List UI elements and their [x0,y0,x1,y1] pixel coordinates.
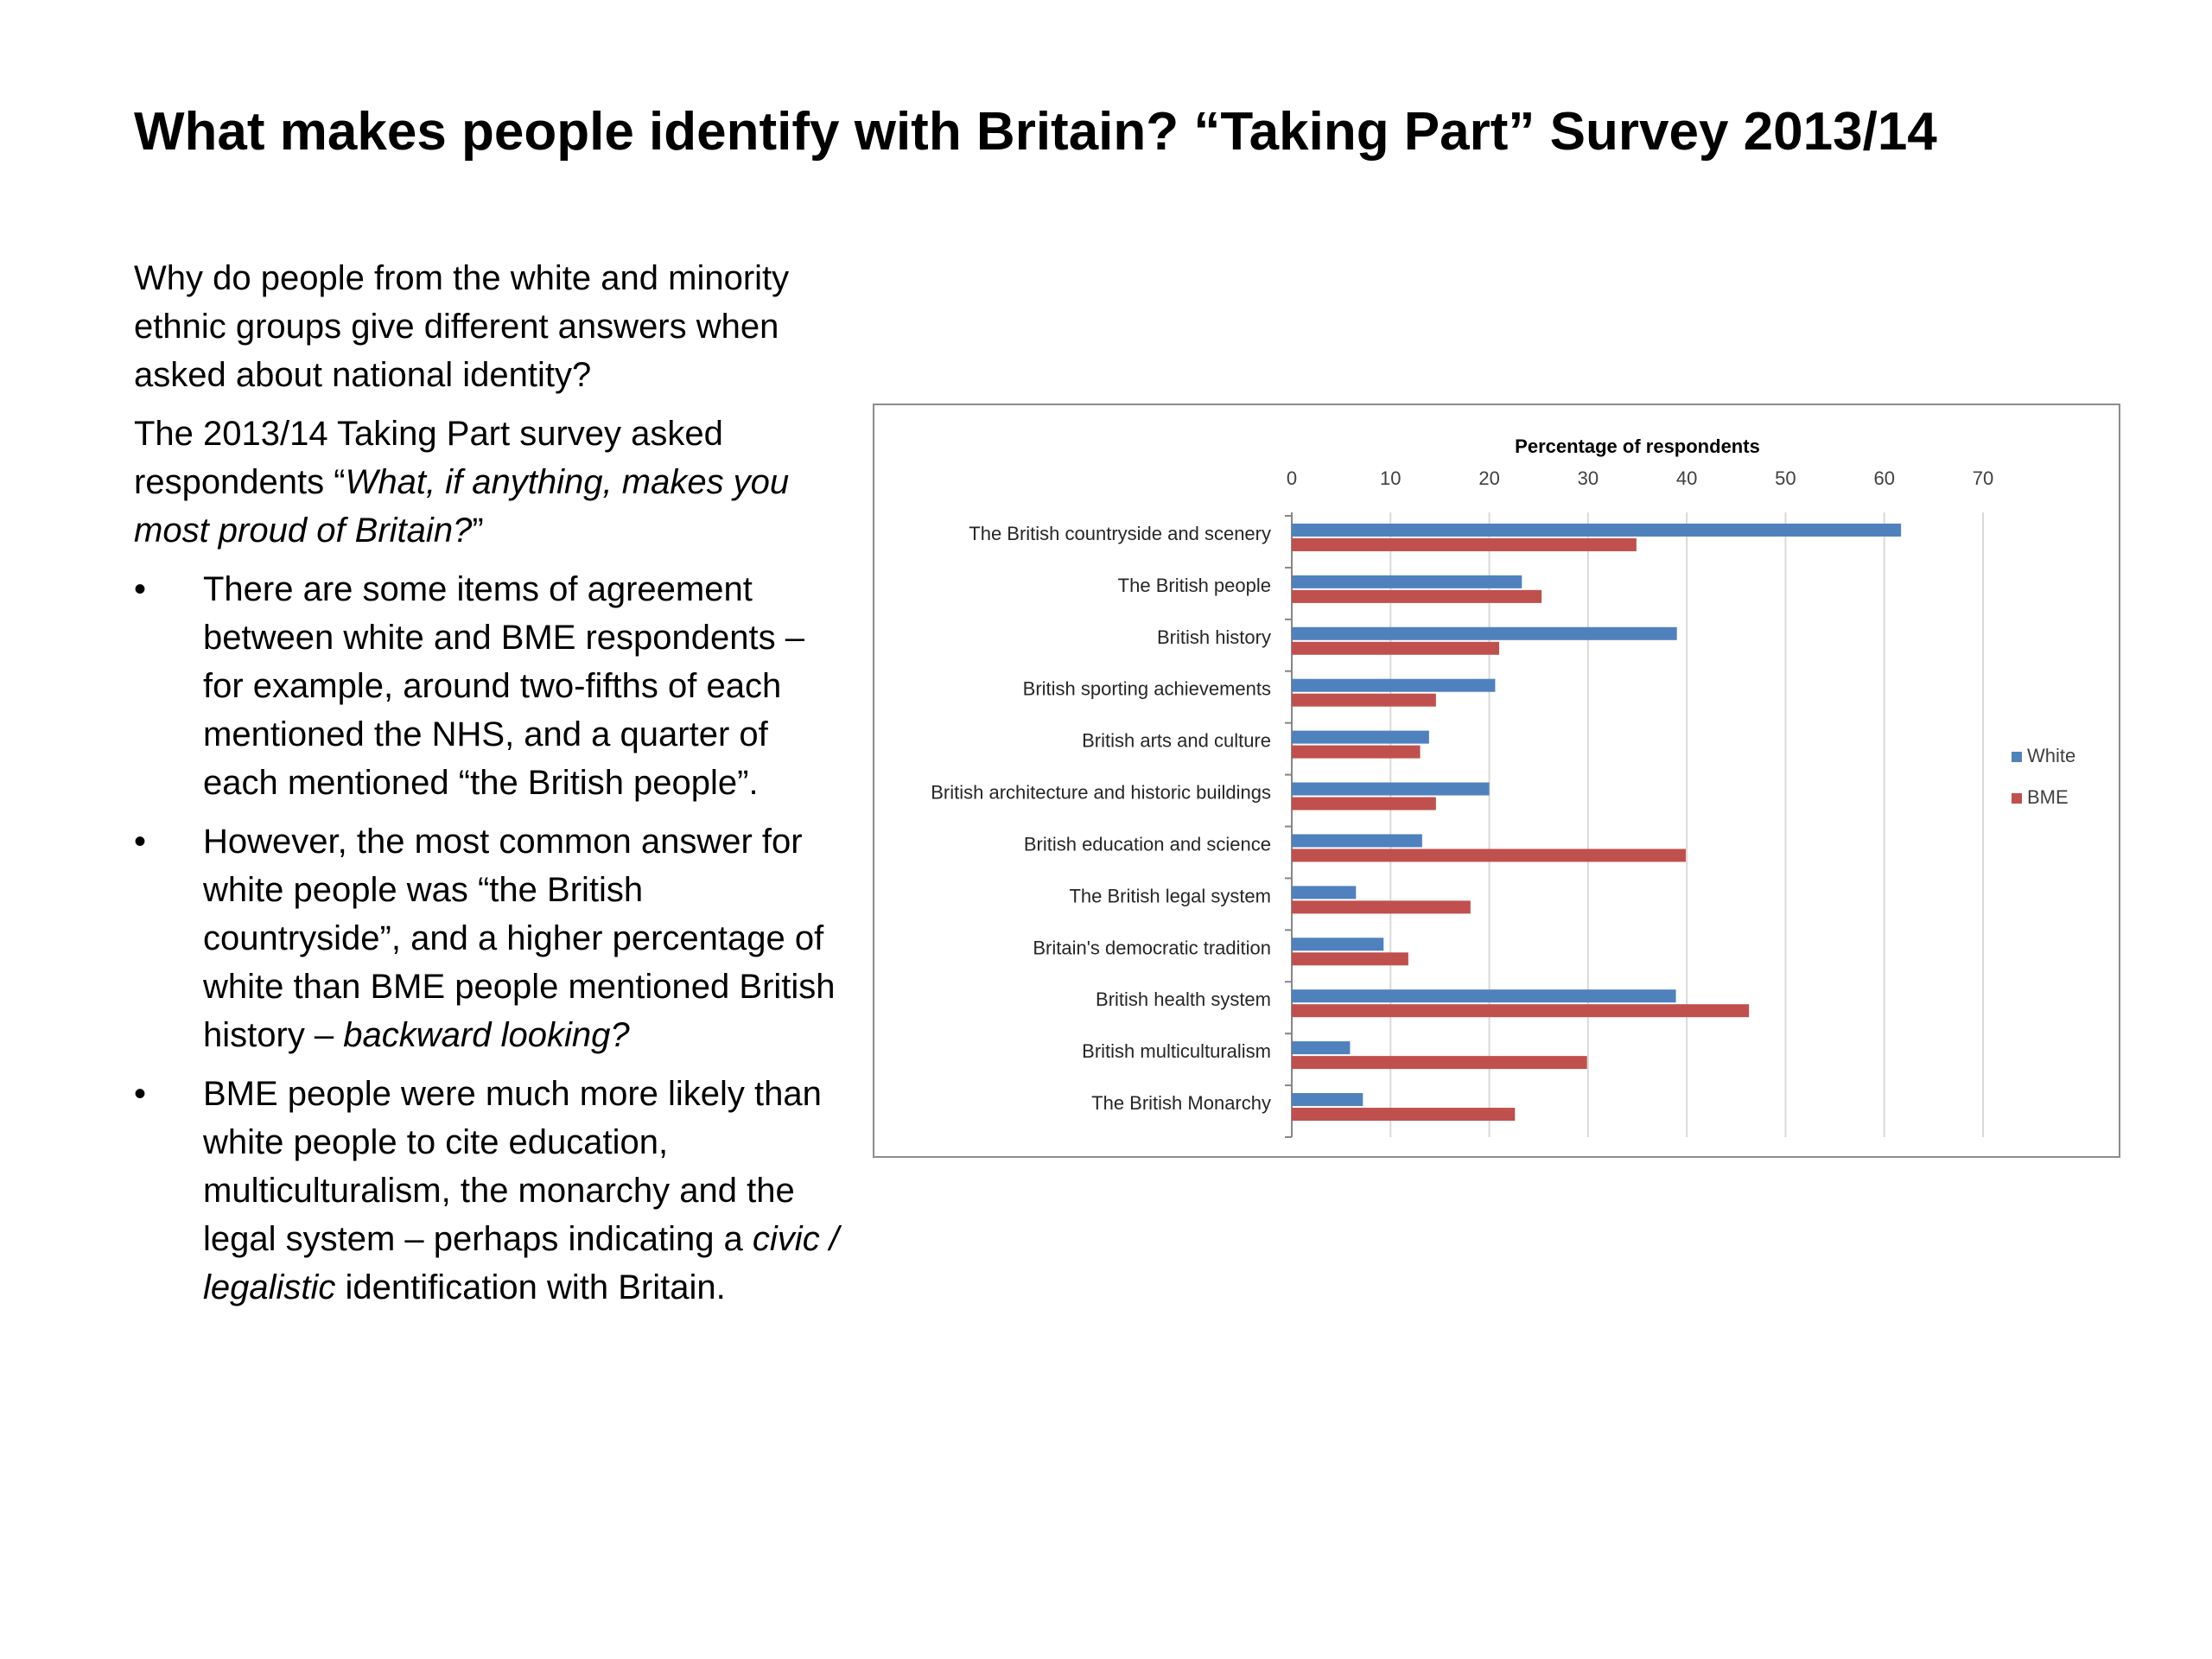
bullet-italic: civic / legalistic [203,1220,839,1306]
category-label: The British Monarchy [1091,1092,1271,1114]
category-label: British architecture and historic buildi… [931,782,1271,804]
bar-bme [1292,1004,1750,1018]
x-tick-label: 20 [1478,467,1499,489]
bullet-text-end: identification with Britain. [335,1268,726,1306]
bar-bme [1292,693,1436,707]
bar-bme [1292,900,1471,914]
bar-white [1292,575,1522,588]
body-text: Why do people from the white and minorit… [134,254,842,1322]
x-tick-label: 40 [1676,467,1697,489]
category-label: The British legal system [1069,885,1271,906]
x-axis-title: Percentage of respondents [1515,435,1760,457]
x-tick-label: 0 [1287,467,1297,489]
chart-frame: 0 10 20 30 40 50 60 70 Percentage of respondents… [873,404,2120,1158]
bar-white [1292,730,1429,744]
legend-swatch-white [2012,752,2022,762]
bar-bme [1292,952,1408,966]
legend-label: White [2027,745,2075,766]
bar-bme [1292,641,1499,655]
bar-white [1292,678,1496,692]
x-tick-label: 10 [1380,467,1401,489]
x-tick-label: 50 [1775,467,1796,489]
bar-white [1292,989,1676,1003]
bar-bme [1292,1056,1587,1070]
bar-chart: 0 10 20 30 40 50 60 70 Percentage of respondents… [931,435,2075,1138]
bar-white [1292,834,1422,848]
bullet-list: • There are some items of agreement betw… [134,565,842,1312]
bullet-text: There are some items of agreement betwee… [203,570,804,802]
bar-white [1292,886,1357,899]
category-label: Britain's democratic tradition [1033,937,1271,958]
bar-white [1292,938,1384,951]
category-label: British history [1157,626,1271,648]
legend-swatch-bme [2012,793,2022,804]
bar-bme [1292,537,1637,551]
category-label: British health system [1096,988,1271,1010]
bullet-text: BME people were much more likely than wh… [203,1075,822,1258]
slide-title: What makes people identify with Britain?… [134,102,1937,162]
bullet-marker: • [134,570,147,608]
survey-description: The 2013/14 Taking Part survey asked res… [134,410,842,555]
survey-intro: The 2013/14 Taking Part survey asked res… [134,415,723,501]
bar-bme [1292,797,1436,810]
category-label: British multiculturalism [1082,1040,1271,1062]
category-label: The British countryside and scenery [969,523,1271,544]
survey-question: What, if anything, makes you most proud … [134,463,790,550]
bar-bme [1292,589,1542,603]
bullet-italic: backward looking? [343,1016,630,1054]
bullet-item: • There are some items of agreement betw… [134,565,842,807]
bullet-item: • BME people were much more likely than … [134,1070,842,1312]
bullet-marker: • [134,1075,147,1113]
bar-bme [1292,745,1421,759]
legend-label: BME [2027,786,2069,808]
bar-bme [1292,1108,1516,1122]
bar-bme [1292,849,1686,862]
category-label: British education and science [1024,833,1271,855]
category-label: British arts and culture [1082,730,1271,752]
x-tick-label: 70 [1973,467,1993,489]
category-label: The British people [1118,575,1271,596]
bullet-item: • However, the most common answer for wh… [134,817,842,1059]
bar-white [1292,782,1490,796]
category-label: British sporting achievements [1023,678,1271,700]
survey-close: ” [472,512,484,550]
bar-white [1292,626,1677,640]
bar-white [1292,1093,1363,1107]
bar-white [1292,1041,1351,1055]
bullet-text: However, the most common answer for whit… [203,823,836,1054]
bar-white [1292,523,1902,537]
bullet-marker: • [134,823,147,861]
intro-question: Why do people from the white and minorit… [134,259,790,394]
x-tick-label: 30 [1578,467,1599,489]
x-tick-label: 60 [1873,467,1894,489]
